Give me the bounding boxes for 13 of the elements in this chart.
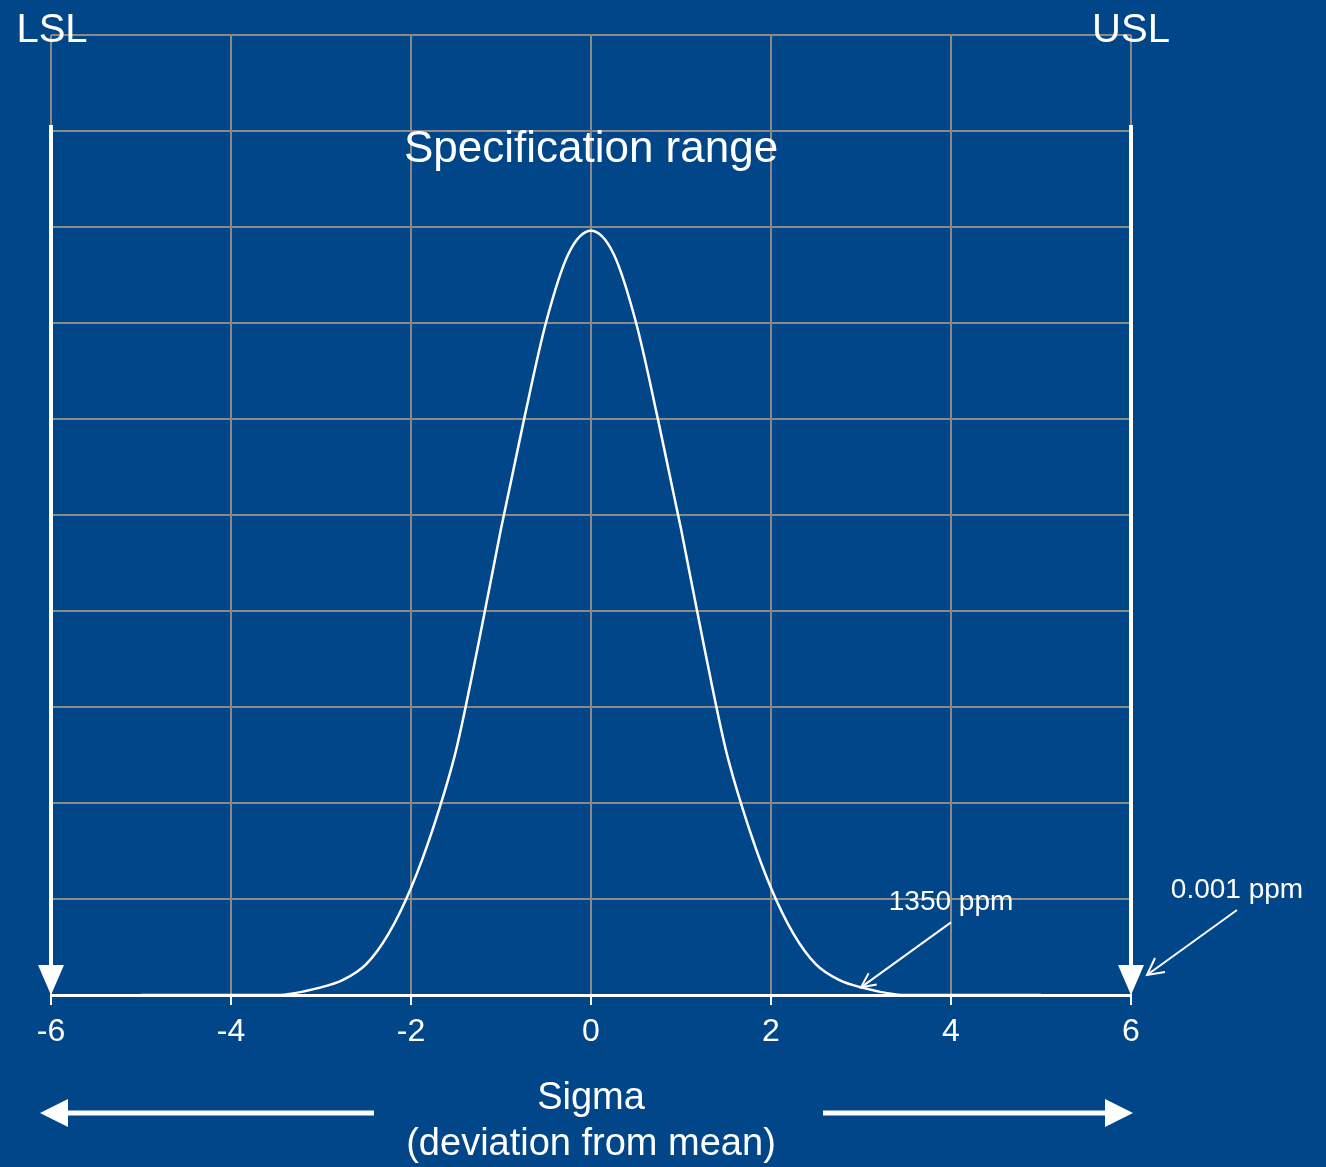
ref-line-label: LSL — [16, 6, 88, 51]
annotation: 1350 ppm — [888, 885, 1014, 917]
x-tick-label: -2 — [396, 1012, 426, 1049]
x-tick-label: 6 — [1122, 1012, 1140, 1049]
x-tick-label: 2 — [762, 1012, 780, 1049]
x-tick-label: -6 — [36, 1012, 66, 1049]
text: Specification range — [403, 122, 779, 172]
x-tick-label: 4 — [942, 1012, 960, 1049]
x-axis-title: Sigma (deviation from mean) — [406, 1075, 776, 1163]
x-tick-label: -4 — [216, 1012, 246, 1049]
x-tick-label: 0 — [582, 1012, 600, 1049]
text: 0.001 ppm — [1170, 872, 1304, 904]
ref-line-label: USL — [1092, 6, 1170, 51]
